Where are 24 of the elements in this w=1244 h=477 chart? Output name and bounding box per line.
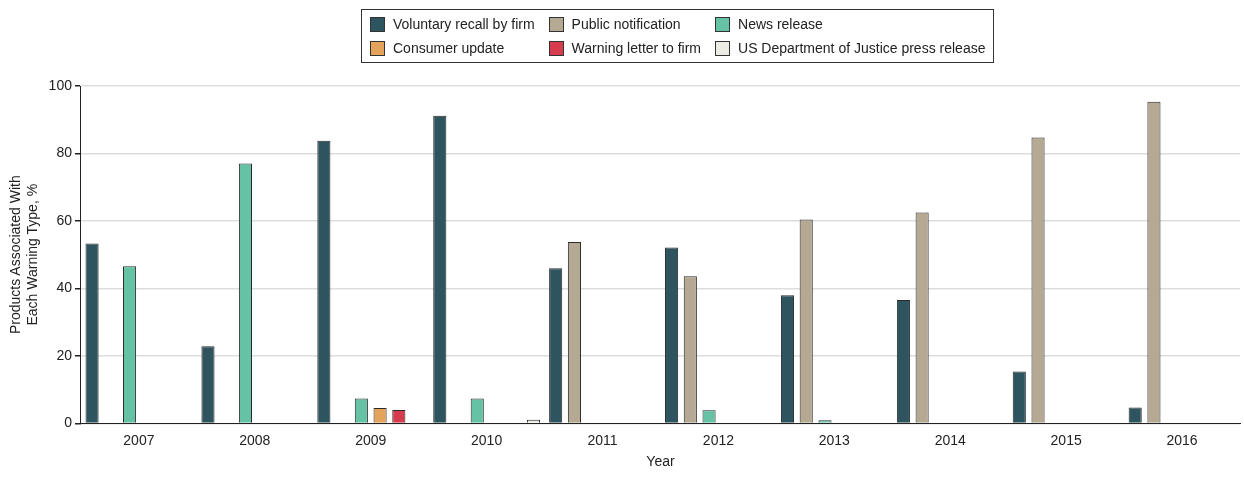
legend-label: US Department of Justice press release xyxy=(738,40,986,56)
x-tick-label: 2014 xyxy=(934,431,967,448)
y-tick-label: 100 xyxy=(48,76,73,93)
y-axis-title: Products Associated With Each Warning Type, % xyxy=(7,175,41,335)
legend-label: Public notification xyxy=(571,16,681,32)
x-tick-label: 2009 xyxy=(355,431,387,448)
x-tick-label: 2013 xyxy=(818,431,851,448)
legend-label: News release xyxy=(738,16,823,32)
legend-label: Voluntary recall by firm xyxy=(393,16,535,32)
x-axis-title: Year xyxy=(646,453,675,470)
y-tick-label: 80 xyxy=(56,144,73,161)
legend-label: Consumer update xyxy=(393,40,505,56)
x-tick-label: 2007 xyxy=(123,431,155,448)
x-tick-label: 2011 xyxy=(587,431,618,448)
legend-label: Warning letter to firm xyxy=(571,40,702,56)
x-tick-label: 2008 xyxy=(239,431,271,448)
y-tick-label: 60 xyxy=(56,211,73,228)
x-tick-label: 2016 xyxy=(1166,431,1198,448)
y-tick-label: 40 xyxy=(56,279,73,296)
y-tick-label: 0 xyxy=(64,414,73,431)
y-tick-label: 20 xyxy=(56,346,73,363)
x-tick-label: 2010 xyxy=(471,431,503,448)
x-tick-label: 2015 xyxy=(1050,431,1082,448)
x-tick-label: 2012 xyxy=(702,431,735,448)
